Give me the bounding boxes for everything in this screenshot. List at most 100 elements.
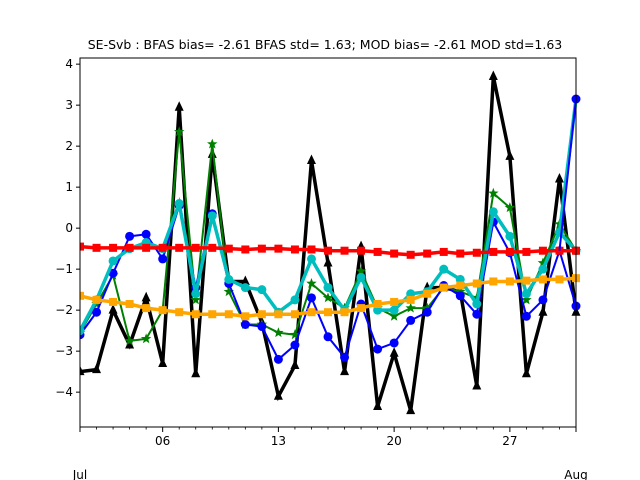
x-tick-label: 13 bbox=[271, 434, 286, 448]
data-point bbox=[538, 275, 547, 284]
data-point bbox=[257, 244, 266, 253]
data-point bbox=[504, 202, 516, 213]
data-point bbox=[92, 363, 102, 374]
data-point bbox=[406, 315, 416, 325]
data-point bbox=[306, 278, 317, 288]
data-point bbox=[406, 404, 416, 415]
series-4 bbox=[80, 242, 580, 259]
y-axis: −4 −3 −2 −1 0 1 2 3 4 bbox=[55, 57, 80, 399]
data-point bbox=[323, 332, 333, 342]
data-point bbox=[340, 352, 350, 362]
data-point bbox=[505, 247, 514, 256]
data-point bbox=[390, 297, 399, 306]
data-point bbox=[125, 243, 134, 252]
data-point bbox=[307, 245, 316, 254]
data-point bbox=[240, 283, 250, 293]
data-point bbox=[241, 245, 250, 254]
data-point bbox=[274, 310, 283, 319]
data-point bbox=[141, 229, 151, 239]
data-point bbox=[356, 272, 366, 282]
data-point bbox=[439, 264, 449, 274]
data-point bbox=[373, 247, 382, 256]
series-5 bbox=[80, 274, 580, 321]
series-line bbox=[80, 76, 578, 412]
series-line bbox=[558, 98, 577, 251]
data-point bbox=[274, 244, 283, 253]
data-point bbox=[373, 344, 383, 354]
y-tick-label: 4 bbox=[65, 57, 73, 71]
data-point bbox=[340, 246, 349, 255]
data-point bbox=[142, 243, 151, 252]
data-point bbox=[174, 199, 184, 209]
data-point bbox=[521, 294, 532, 305]
data-point bbox=[240, 320, 250, 329]
data-point bbox=[322, 292, 334, 303]
data-point bbox=[456, 281, 465, 290]
data-point bbox=[538, 264, 548, 274]
data-point bbox=[306, 293, 316, 303]
data-point bbox=[323, 283, 333, 293]
x-month-label: Jul bbox=[72, 468, 87, 480]
data-point bbox=[207, 211, 217, 221]
data-point bbox=[389, 305, 399, 315]
data-point bbox=[538, 295, 548, 305]
data-point bbox=[175, 243, 184, 252]
data-point bbox=[505, 231, 515, 241]
data-point bbox=[406, 295, 415, 304]
data-point bbox=[158, 243, 167, 252]
x-tick-label: 27 bbox=[502, 434, 517, 448]
data-point bbox=[406, 250, 415, 259]
data-point bbox=[141, 291, 151, 302]
data-point bbox=[422, 307, 432, 317]
data-point bbox=[324, 308, 332, 317]
data-point bbox=[224, 274, 234, 284]
data-point bbox=[555, 275, 564, 284]
data-point bbox=[140, 333, 152, 344]
data-point bbox=[554, 172, 564, 183]
data-point bbox=[340, 365, 350, 376]
data-point bbox=[455, 291, 465, 301]
data-point bbox=[92, 307, 102, 317]
data-point bbox=[357, 304, 366, 313]
data-point bbox=[390, 249, 399, 258]
data-point bbox=[472, 380, 482, 390]
data-point bbox=[421, 302, 433, 313]
data-point bbox=[208, 310, 217, 319]
data-point bbox=[306, 154, 316, 164]
data-point bbox=[488, 207, 498, 217]
data-point bbox=[405, 302, 416, 313]
data-point bbox=[455, 286, 466, 297]
data-point bbox=[125, 300, 134, 308]
data-point bbox=[389, 338, 399, 348]
chart-title: SE-Svb : BFAS bias= -2.61 BFAS std= 1.63… bbox=[88, 37, 563, 52]
data-point bbox=[80, 291, 84, 300]
data-point bbox=[290, 295, 300, 305]
data-point bbox=[240, 275, 250, 285]
data-point bbox=[307, 308, 316, 317]
data-point bbox=[175, 308, 184, 317]
data-point bbox=[208, 243, 217, 252]
data-point bbox=[489, 277, 498, 286]
data-point bbox=[373, 300, 382, 308]
data-point bbox=[108, 256, 118, 266]
data-point bbox=[488, 187, 499, 198]
data-point bbox=[223, 286, 235, 297]
data-point bbox=[109, 297, 118, 306]
data-point bbox=[521, 367, 531, 378]
data-point bbox=[521, 289, 531, 299]
data-point bbox=[505, 277, 514, 286]
data-point bbox=[355, 265, 367, 276]
data-point bbox=[290, 359, 300, 369]
y-tick-label: −2 bbox=[55, 303, 73, 317]
data-point bbox=[158, 357, 168, 367]
data-point bbox=[423, 249, 432, 258]
data-point bbox=[538, 306, 548, 316]
data-point bbox=[521, 311, 531, 321]
x-tick-label: 06 bbox=[155, 434, 170, 448]
x-tick-label: 20 bbox=[386, 434, 401, 448]
data-point bbox=[224, 244, 233, 253]
data-point bbox=[324, 246, 332, 255]
data-point bbox=[158, 254, 168, 264]
data-point bbox=[241, 312, 250, 321]
